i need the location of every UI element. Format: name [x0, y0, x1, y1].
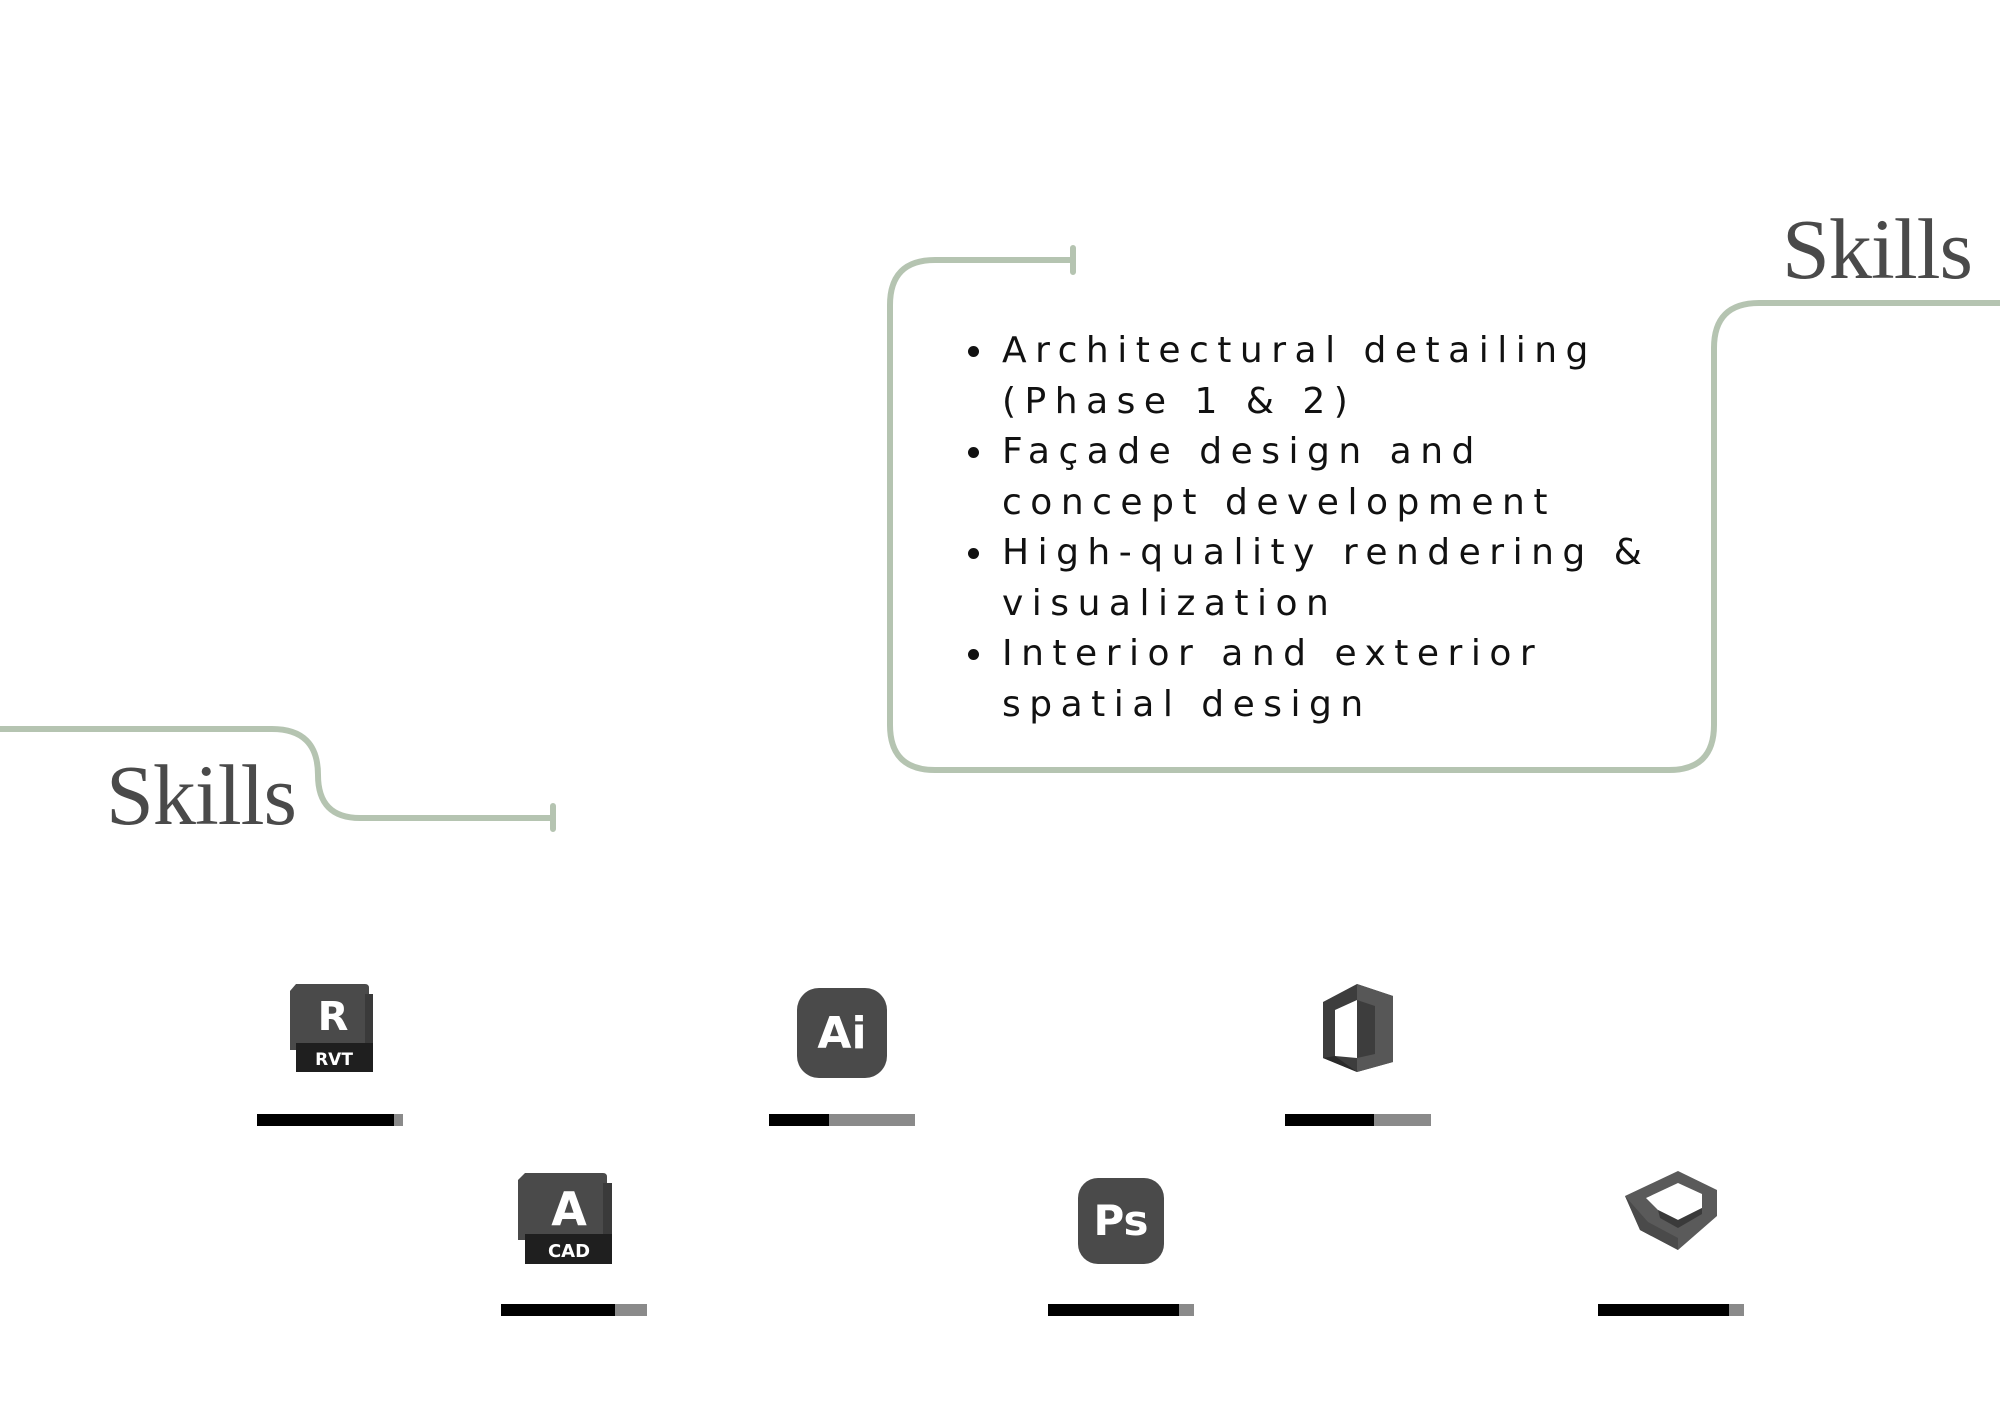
autocad-icon-letter: A	[551, 1182, 587, 1236]
skill-line: Façade design and	[1002, 431, 1483, 472]
skill-item: Interior and exterior spatial design	[958, 629, 1698, 730]
skill-line: visualization	[1002, 582, 1338, 624]
proficiency-bar	[1598, 1304, 1744, 1316]
content-frame-line	[887, 245, 2000, 773]
tool-autocad: A CAD	[501, 1168, 647, 1316]
skills-heading-right: Skills	[1782, 201, 1973, 297]
skill-item: High-quality rendering & visualization	[958, 528, 1698, 629]
proficiency-bar	[1048, 1304, 1194, 1316]
revit-icon: R RVT	[290, 984, 373, 1072]
illustrator-icon-letters: Ai	[817, 1008, 866, 1059]
autocad-icon: A CAD	[518, 1173, 612, 1264]
illustrator-icon: Ai	[797, 988, 887, 1078]
proficiency-fill	[1285, 1114, 1375, 1126]
proficiency-fill	[1598, 1304, 1730, 1316]
proficiency-fill	[257, 1114, 395, 1126]
skill-line: concept development	[1002, 481, 1556, 523]
proficiency-bar	[501, 1304, 647, 1316]
revit-icon-letter: R	[318, 994, 349, 1040]
skill-item: Façade design and concept development	[958, 427, 1698, 528]
tool-illustrator: Ai	[769, 978, 915, 1126]
photoshop-icon-letters: Ps	[1093, 1196, 1148, 1245]
tool-sketchup	[1598, 1168, 1744, 1316]
tool-revit: R RVT	[257, 978, 403, 1126]
skill-line: (Phase 1 & 2)	[1002, 380, 1357, 422]
proficiency-bar	[257, 1114, 403, 1126]
skill-item: Architectural detailing (Phase 1 & 2)	[958, 326, 1698, 427]
proficiency-bar	[1285, 1114, 1431, 1126]
left-connector-line	[0, 726, 556, 832]
tool-photoshop: Ps	[1048, 1168, 1194, 1316]
skills-list: Architectural detailing (Phase 1 & 2) Fa…	[958, 326, 1698, 730]
autocad-icon-caption: CAD	[548, 1241, 590, 1262]
proficiency-fill	[501, 1304, 615, 1316]
skill-line: Architectural detailing	[1002, 330, 1597, 371]
proficiency-fill	[769, 1114, 829, 1126]
revit-icon-caption: RVT	[315, 1050, 353, 1070]
skill-line: Interior and exterior	[1002, 633, 1544, 674]
office-icon	[1323, 984, 1393, 1072]
photoshop-icon: Ps	[1078, 1178, 1164, 1264]
skill-line: High-quality rendering &	[1002, 532, 1651, 573]
sketchup-icon	[1625, 1171, 1717, 1250]
proficiency-fill	[1048, 1304, 1180, 1316]
skill-line: spatial design	[1002, 683, 1372, 725]
tool-office	[1285, 978, 1431, 1126]
proficiency-bar	[769, 1114, 915, 1126]
skills-heading-left: Skills	[106, 747, 297, 843]
